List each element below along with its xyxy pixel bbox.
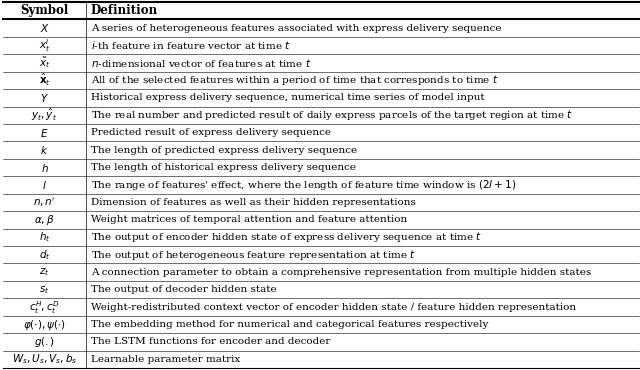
Text: The output of encoder hidden state of express delivery sequence at time $t$: The output of encoder hidden state of ex… — [91, 231, 482, 244]
Text: The embedding method for numerical and categorical features respectively: The embedding method for numerical and c… — [91, 320, 488, 329]
Text: $l$: $l$ — [42, 179, 47, 191]
Text: $i$-th feature in feature vector at time $t$: $i$-th feature in feature vector at time… — [91, 40, 291, 51]
Text: Symbol: Symbol — [20, 4, 68, 17]
Text: $n, n'$: $n, n'$ — [33, 196, 56, 209]
Text: Dimension of features as well as their hidden representations: Dimension of features as well as their h… — [91, 198, 416, 207]
Text: $z_t$: $z_t$ — [39, 266, 50, 278]
Text: The output of heterogeneous feature representation at time $t$: The output of heterogeneous feature repr… — [91, 248, 416, 262]
Text: $\tilde{x}_t$: $\tilde{x}_t$ — [39, 56, 51, 70]
Text: The length of predicted express delivery sequence: The length of predicted express delivery… — [91, 146, 357, 155]
Text: Weight matrices of temporal attention and feature attention: Weight matrices of temporal attention an… — [91, 215, 407, 224]
Text: $n$-dimensional vector of features at time $t$: $n$-dimensional vector of features at ti… — [91, 57, 312, 69]
Text: $\hat{\mathbf{x}}_t$: $\hat{\mathbf{x}}_t$ — [38, 72, 51, 88]
Text: The real number and predicted result of daily express parcels of the target regi: The real number and predicted result of … — [91, 108, 573, 122]
Text: $W_s, U_s, V_s, b_s$: $W_s, U_s, V_s, b_s$ — [12, 353, 77, 366]
Text: $s_t$: $s_t$ — [39, 284, 50, 296]
Text: $y_t, \hat{y}_t$: $y_t, \hat{y}_t$ — [31, 107, 58, 123]
Text: $Y$: $Y$ — [40, 92, 49, 104]
Text: Learnable parameter matrix: Learnable parameter matrix — [91, 355, 240, 364]
Text: A series of heterogeneous features associated with express delivery sequence: A series of heterogeneous features assoc… — [91, 24, 501, 33]
Text: $\varphi(\cdot), \psi(\cdot)$: $\varphi(\cdot), \psi(\cdot)$ — [23, 317, 66, 332]
Text: Weight-redistributed context vector of encoder hidden state / feature hidden rep: Weight-redistributed context vector of e… — [91, 303, 576, 312]
Text: Predicted result of express delivery sequence: Predicted result of express delivery seq… — [91, 128, 331, 137]
Text: $X$: $X$ — [40, 22, 49, 34]
Text: $k$: $k$ — [40, 144, 49, 156]
Text: The range of features' effect, where the length of feature time window is $(2l+1: The range of features' effect, where the… — [91, 178, 516, 192]
Text: $h_t$: $h_t$ — [38, 231, 51, 244]
Text: Historical express delivery sequence, numerical time series of model input: Historical express delivery sequence, nu… — [91, 93, 484, 102]
Text: $h$: $h$ — [40, 162, 49, 174]
Text: The output of decoder hidden state: The output of decoder hidden state — [91, 285, 276, 294]
Text: $g(.)$: $g(.)$ — [34, 335, 55, 349]
Text: $x_t^i$: $x_t^i$ — [39, 37, 51, 54]
Text: Definition: Definition — [91, 4, 158, 17]
Text: $E$: $E$ — [40, 127, 49, 139]
Text: $c_t^H, c_t^D$: $c_t^H, c_t^D$ — [29, 299, 60, 316]
Text: The LSTM functions for encoder and decoder: The LSTM functions for encoder and decod… — [91, 337, 330, 346]
Text: A connection parameter to obtain a comprehensive representation from multiple hi: A connection parameter to obtain a compr… — [91, 268, 591, 277]
Text: $d_t$: $d_t$ — [38, 248, 51, 262]
Text: All of the selected features within a period of time that corresponds to time $t: All of the selected features within a pe… — [91, 73, 499, 87]
Text: $\alpha, \beta$: $\alpha, \beta$ — [35, 213, 55, 227]
Text: The length of historical express delivery sequence: The length of historical express deliver… — [91, 163, 356, 172]
